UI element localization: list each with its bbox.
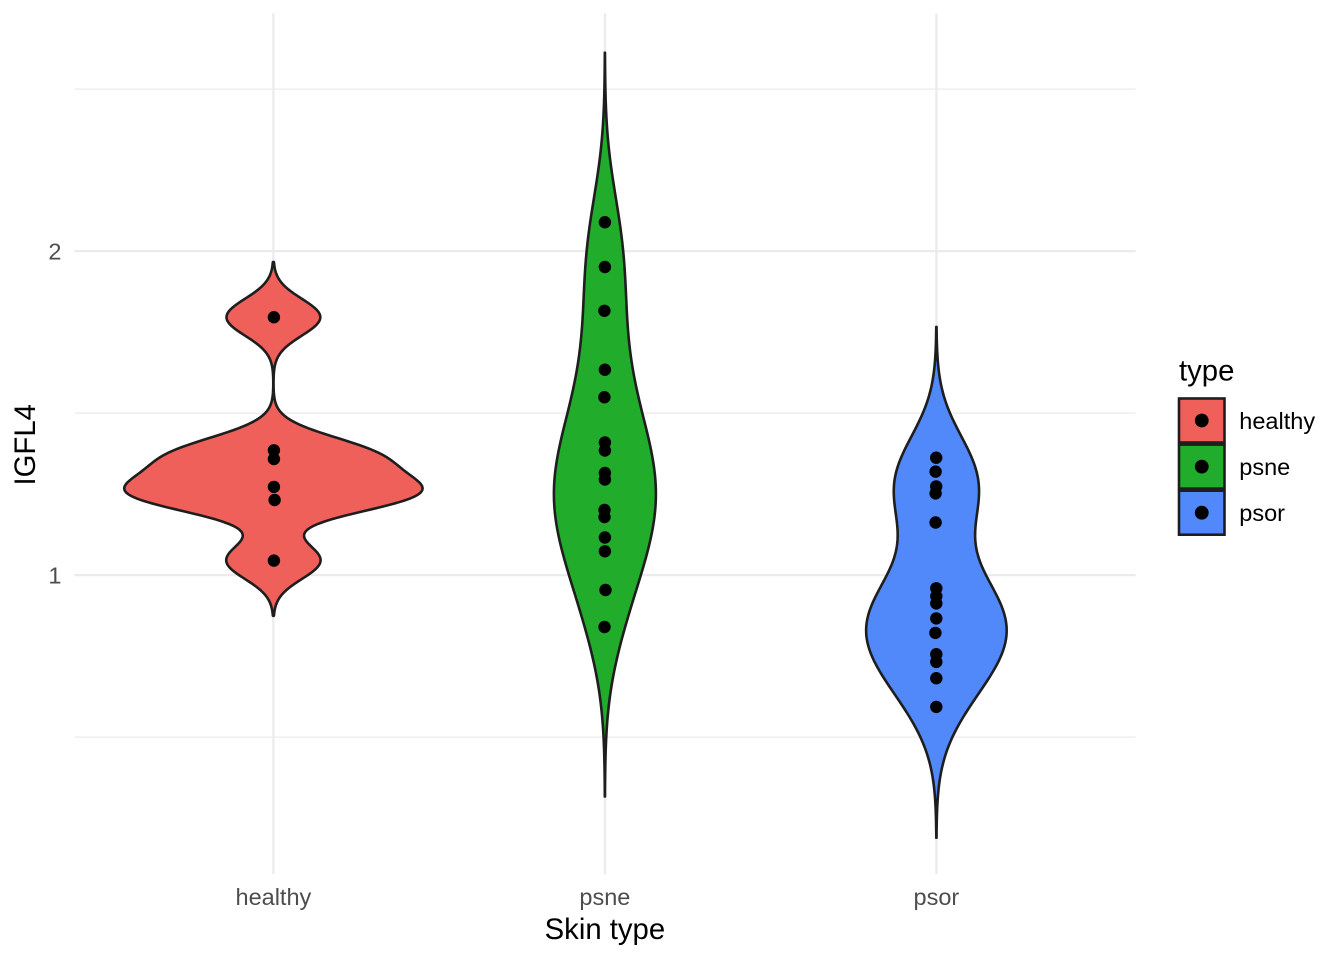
svg-text:healthy: healthy <box>1239 408 1315 434</box>
svg-text:IGFL4: IGFL4 <box>9 404 42 485</box>
svg-text:psne: psne <box>579 884 630 910</box>
svg-text:psor: psor <box>1239 500 1285 526</box>
svg-text:psne: psne <box>1239 454 1290 480</box>
svg-text:1: 1 <box>48 563 61 589</box>
svg-text:psor: psor <box>914 884 960 910</box>
svg-text:type: type <box>1179 354 1234 387</box>
svg-text:Skin type: Skin type <box>545 913 666 946</box>
svg-text:2: 2 <box>48 239 61 265</box>
svg-text:healthy: healthy <box>236 884 312 910</box>
